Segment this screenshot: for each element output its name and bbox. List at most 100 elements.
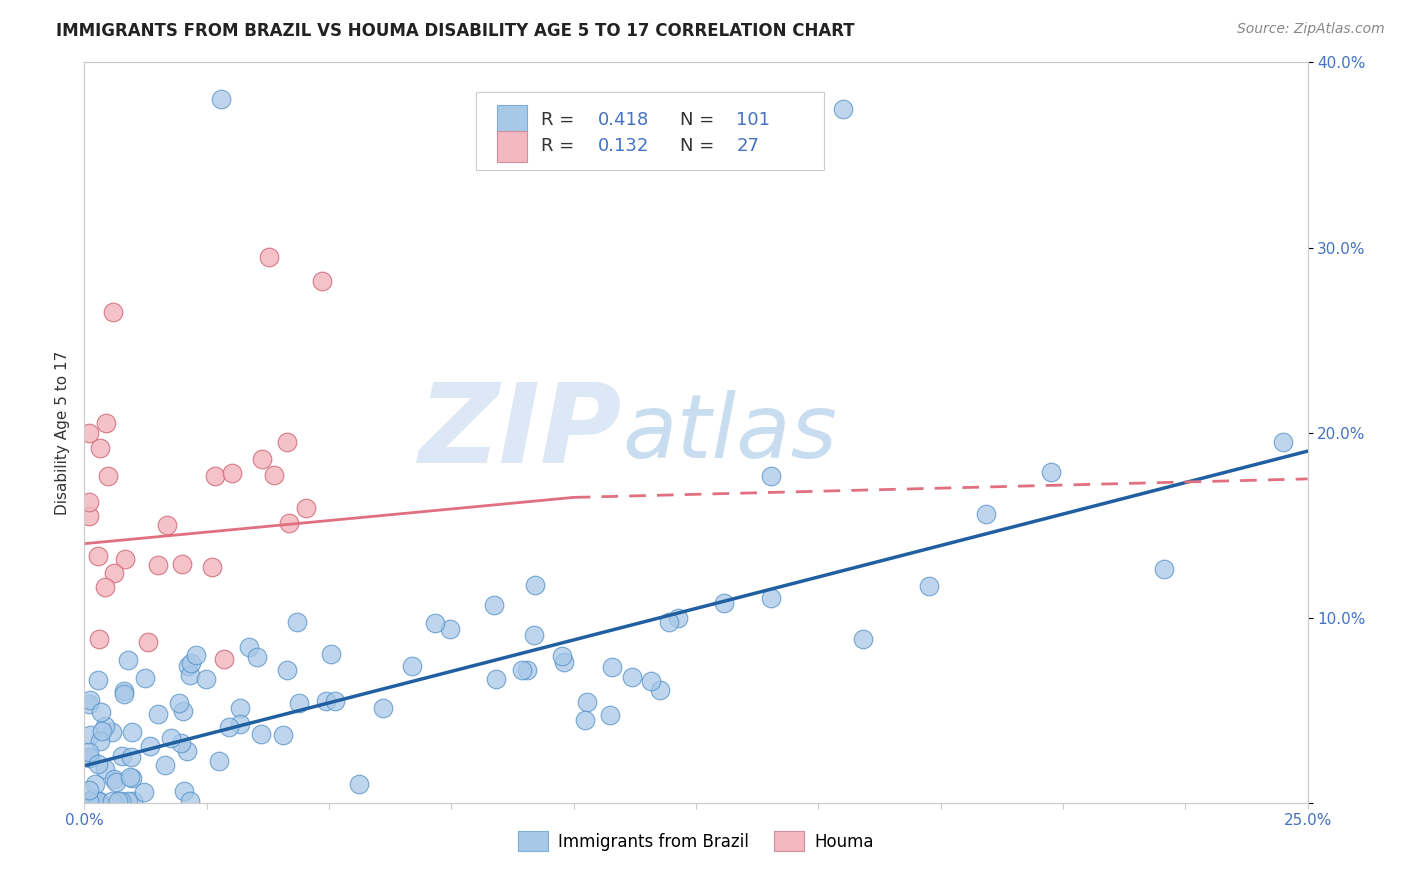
Point [77,745,100,759]
Point [371,700,394,714]
Point [1272,434,1295,449]
Point [77,794,100,808]
Point [103,772,125,787]
Point [177,659,200,673]
Point [246,650,269,665]
Point [759,468,782,483]
Point [1039,465,1062,479]
Point [485,673,508,687]
Point [77,782,100,797]
Point [1153,562,1175,576]
Point [117,653,139,667]
Point [311,274,333,288]
Point [87,632,110,647]
Point [94,762,117,776]
Point [176,744,198,758]
Point [551,648,574,663]
Point [553,655,575,669]
Point [257,250,280,264]
Legend: Immigrants from Brazil, Houma: Immigrants from Brazil, Houma [512,825,880,857]
Point [640,673,662,688]
Point [90,705,112,719]
Point [271,728,294,742]
Point [648,683,671,698]
Point [238,640,260,654]
Point [136,635,159,649]
Point [112,687,135,701]
Point [97,468,120,483]
Point [101,305,124,319]
Point [208,754,231,768]
Point [146,558,169,572]
Point [172,704,194,718]
Point [170,736,193,750]
Point [77,697,100,711]
Point [173,783,195,797]
Point [112,684,135,698]
Point [93,580,115,594]
Point [148,707,170,722]
Point [104,775,127,789]
Point [439,622,461,636]
Point [77,509,100,524]
Point [287,696,309,710]
Point [285,615,308,630]
Point [120,770,142,784]
Point [89,441,111,455]
Point [77,750,100,764]
Point [575,695,598,709]
Point [249,727,271,741]
Point [263,467,285,482]
FancyBboxPatch shape [475,92,824,169]
Point [186,648,208,663]
Point [276,434,298,449]
Point [77,794,100,808]
Point [101,725,124,739]
Text: IMMIGRANTS FROM BRAZIL VS HOUMA DISABILITY AGE 5 TO 17 CORRELATION CHART: IMMIGRANTS FROM BRAZIL VS HOUMA DISABILI… [56,22,855,40]
Point [831,102,853,116]
Point [107,794,129,808]
Text: atlas: atlas [623,390,838,475]
Text: 0.132: 0.132 [598,137,650,155]
Point [917,579,939,593]
Point [121,725,143,739]
Point [122,794,145,808]
Point [209,92,232,106]
Point [87,794,110,808]
Point [252,451,274,466]
Point [77,794,100,808]
Point [79,751,101,765]
FancyBboxPatch shape [496,131,527,162]
Point [110,794,132,808]
Point [82,791,104,805]
Point [668,611,690,625]
Point [319,648,342,662]
Point [212,652,235,666]
Point [315,694,337,708]
Point [523,628,546,642]
Point [523,578,546,592]
Point [658,615,681,629]
FancyBboxPatch shape [496,105,527,136]
Text: R =: R = [541,137,579,155]
Point [77,425,100,440]
Point [103,566,125,580]
Point [84,777,107,791]
Point [620,670,643,684]
Point [482,598,505,612]
Point [117,794,139,808]
Point [276,663,298,677]
Point [347,777,370,791]
Point [574,713,596,727]
Point [134,784,156,798]
Point [114,552,136,566]
Point [599,707,621,722]
Point [759,591,782,605]
Point [77,495,100,509]
Point [79,692,101,706]
Point [87,756,110,771]
Point [510,663,533,677]
Point [277,516,299,531]
Point [101,794,124,808]
Point [134,671,156,685]
